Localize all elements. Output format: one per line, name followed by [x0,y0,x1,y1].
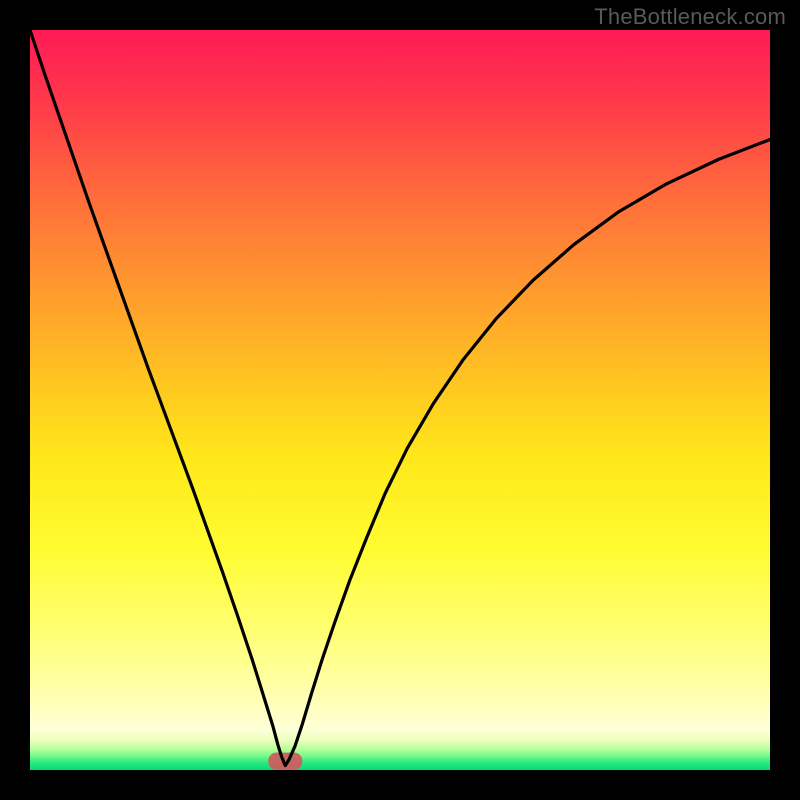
chart-container: { "meta": { "watermark_text": "TheBottle… [0,0,800,800]
watermark-text: TheBottleneck.com [594,4,786,30]
plot-background [30,30,770,770]
bottleneck-chart [0,0,800,800]
